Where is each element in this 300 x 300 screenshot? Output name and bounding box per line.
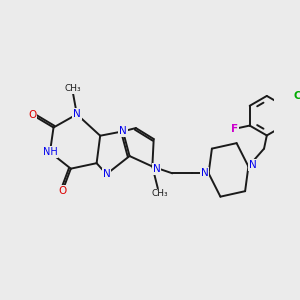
Text: CH₃: CH₃ [65,84,82,93]
Text: N: N [119,126,127,136]
Text: F: F [231,124,238,134]
Text: N: N [153,164,160,174]
Text: CH₃: CH₃ [152,189,168,198]
Text: N: N [249,160,256,170]
Text: N: N [73,109,81,119]
Text: N: N [201,168,208,178]
Text: Cl: Cl [293,91,300,101]
Text: N: N [103,169,110,179]
Text: O: O [58,186,67,196]
Text: O: O [28,110,37,120]
Text: NH: NH [43,147,57,157]
